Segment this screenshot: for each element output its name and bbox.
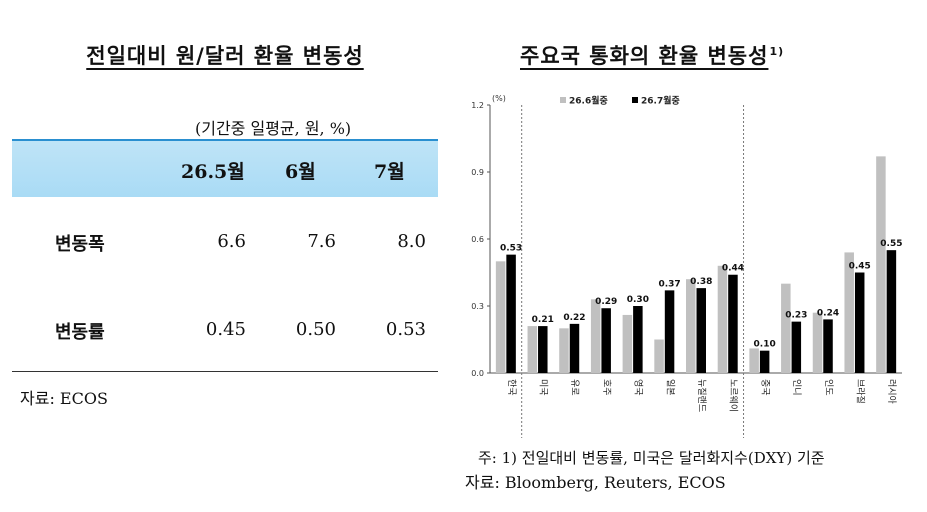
bar-june (590, 299, 601, 373)
data-label: 0.23 (785, 311, 807, 321)
unit-label: (%) (492, 94, 506, 103)
bar-june (686, 279, 696, 373)
category-label: 한국 (506, 379, 517, 396)
category-label: 영국 (633, 379, 644, 396)
category-label: 미국 (538, 379, 549, 396)
bar-june (527, 326, 538, 373)
chart-title: 주요국 통화의 환율 변동성 (520, 44, 769, 68)
legend-swatch (560, 97, 566, 103)
title-footnote-mark: 1) (769, 45, 785, 58)
header-may: 26.5월 (181, 161, 245, 183)
data-label: 0.29 (595, 297, 617, 307)
data-label: 0.24 (817, 308, 839, 318)
category-label: 유로 (569, 379, 580, 396)
category-label: 인니 (791, 379, 802, 396)
table-bottom-rule (12, 371, 438, 372)
y-tick-label: 0.6 (471, 235, 484, 244)
bar-june (812, 312, 823, 373)
bar-july (823, 319, 833, 373)
data-label: 0.45 (849, 262, 871, 272)
table-unit: (기간중 일평균, 원, %) (195, 119, 352, 138)
bar-june (749, 348, 759, 373)
bar-july (759, 350, 770, 373)
row-label-change: 변동폭 (55, 234, 105, 255)
category-label: 노르웨이 (728, 379, 740, 412)
data-label: 0.10 (754, 340, 776, 350)
bar-june (717, 265, 728, 373)
right-title: 주요국 통화의 환율 변동성1) (520, 40, 910, 70)
category-label: 인도 (823, 379, 834, 396)
bar-june (622, 314, 633, 373)
fx-volatility-chart: (%) 0.0 0.3 0.6 0.9 1.2 26.6월중 26.7월중 0.53 한국 0.21… (471, 94, 903, 438)
category-label: 호주 (601, 379, 612, 396)
left-title: 전일대비 원/달러 환율 변동성 (86, 44, 364, 68)
data-label: 0.55 (880, 239, 902, 249)
left-source: 자료: ECOS (20, 389, 108, 408)
bar-july (854, 272, 865, 373)
y-tick-label: 0.9 (471, 168, 484, 177)
bar-july (601, 308, 611, 373)
bar-july (569, 323, 580, 373)
bar-july (538, 326, 548, 373)
category-label: 뉴질랜드 (696, 379, 708, 412)
legend-label: 26.6월중 (569, 95, 608, 107)
bar-june (559, 328, 569, 373)
header-jul: 7월 (374, 161, 405, 183)
bar-june (781, 283, 791, 373)
chart-note: 주: 1) 전일대비 변동률, 미국은 달러화지수(DXY) 기준 (478, 449, 825, 467)
data-label: 0.30 (627, 295, 649, 305)
data-label: 0.22 (563, 313, 585, 323)
table-cell: 8.0 (397, 231, 426, 252)
bar-july (696, 288, 706, 373)
bar-july (886, 250, 897, 373)
row-label-rate: 변동률 (55, 322, 105, 343)
y-tick-label: 0.3 (471, 302, 484, 311)
table-cell: 6.6 (217, 231, 246, 252)
y-tick-label: 1.2 (471, 101, 484, 110)
y-tick-label: 0.0 (471, 369, 484, 378)
right-source: 자료: Bloomberg, Reuters, ECOS (465, 473, 726, 492)
table-cell: 7.6 (307, 231, 336, 252)
data-label: 0.21 (532, 315, 554, 325)
category-label: 일본 (664, 379, 675, 396)
bar-july (506, 254, 516, 373)
bar-july (664, 290, 675, 373)
bar-june (876, 156, 886, 373)
data-label: 0.44 (722, 264, 744, 274)
category-label: 중국 (759, 379, 770, 396)
category-label: 브라질 (854, 379, 866, 404)
bar-july (791, 321, 802, 373)
table-cell: 0.50 (295, 319, 336, 340)
table-cell: 0.45 (205, 319, 246, 340)
bar-june (844, 252, 854, 373)
data-label: 0.37 (658, 279, 680, 289)
table-header: 26.5월 6월 7월 (12, 139, 438, 197)
bar-july (633, 306, 643, 373)
legend-swatch (632, 97, 638, 103)
data-label: 0.53 (500, 244, 522, 254)
bar-july (728, 274, 738, 373)
data-label: 0.38 (690, 277, 712, 287)
category-label: 러시아 (886, 379, 897, 405)
bar-june (495, 261, 506, 373)
header-jun: 6월 (285, 161, 316, 183)
legend-label: 26.7월중 (641, 95, 680, 107)
table-cell: 0.53 (385, 319, 426, 340)
bar-june (654, 339, 664, 373)
